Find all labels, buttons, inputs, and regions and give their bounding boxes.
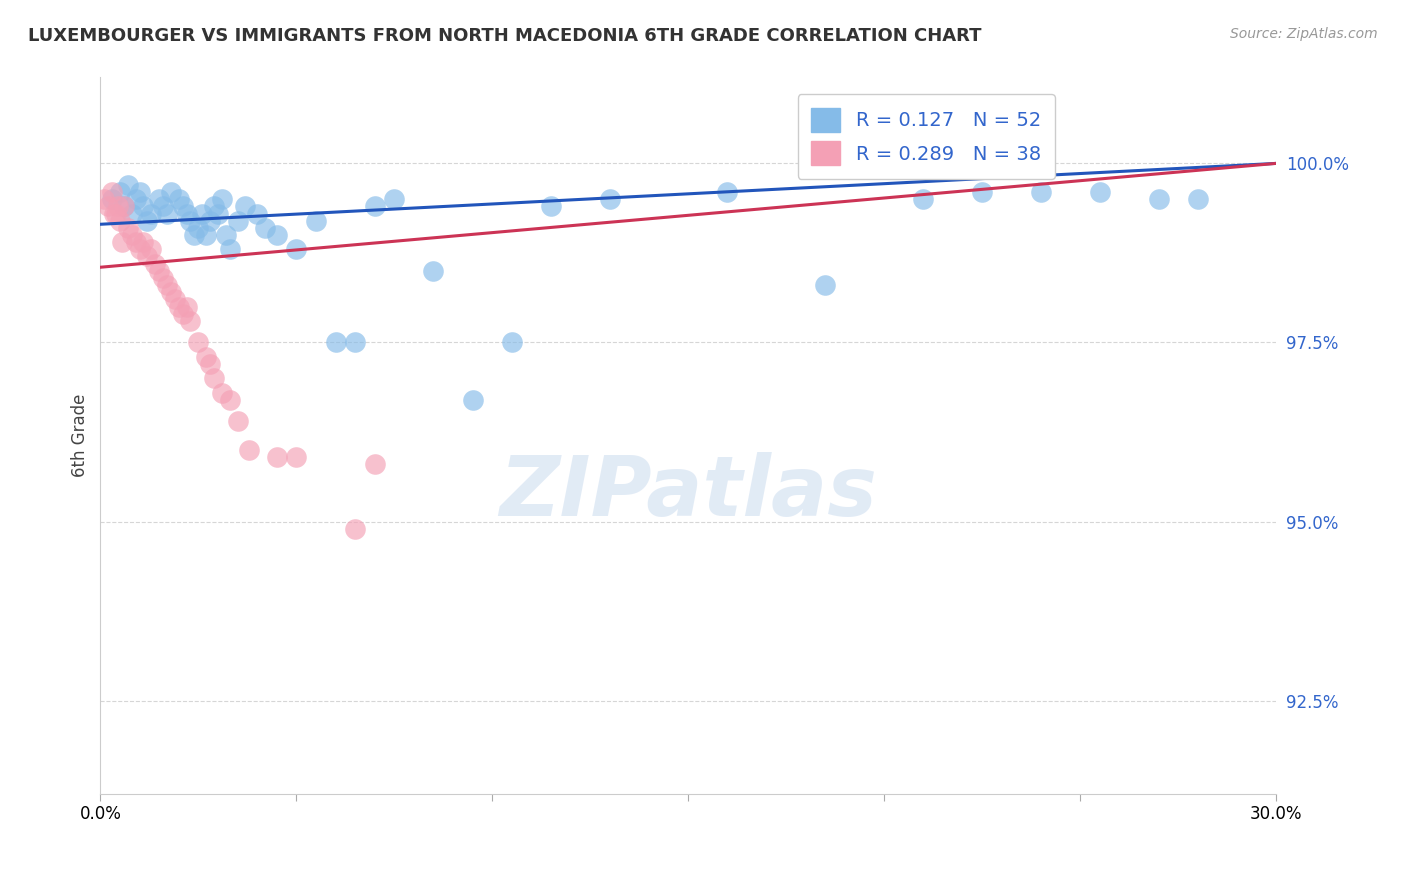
Point bbox=[128, 185, 150, 199]
Point bbox=[540, 199, 562, 213]
Point bbox=[128, 243, 150, 257]
Point bbox=[461, 392, 484, 407]
Point bbox=[112, 199, 135, 213]
Point bbox=[143, 257, 166, 271]
Point bbox=[202, 199, 225, 213]
Point bbox=[160, 285, 183, 300]
Point bbox=[599, 192, 621, 206]
Point bbox=[117, 178, 139, 192]
Point bbox=[382, 192, 405, 206]
Point bbox=[148, 192, 170, 206]
Point bbox=[198, 213, 221, 227]
Point bbox=[107, 199, 129, 213]
Point bbox=[253, 220, 276, 235]
Point bbox=[187, 335, 209, 350]
Point bbox=[716, 185, 738, 199]
Point bbox=[211, 192, 233, 206]
Point bbox=[93, 192, 115, 206]
Point bbox=[111, 235, 134, 249]
Point bbox=[121, 227, 143, 242]
Point bbox=[363, 457, 385, 471]
Point bbox=[972, 185, 994, 199]
Point bbox=[176, 300, 198, 314]
Point bbox=[285, 450, 308, 464]
Point bbox=[108, 213, 131, 227]
Point bbox=[105, 206, 128, 220]
Point bbox=[1029, 185, 1052, 199]
Point bbox=[117, 220, 139, 235]
Point bbox=[195, 227, 218, 242]
Point bbox=[121, 206, 143, 220]
Point bbox=[191, 206, 214, 220]
Point bbox=[211, 385, 233, 400]
Point bbox=[344, 522, 367, 536]
Point bbox=[108, 185, 131, 199]
Point bbox=[325, 335, 347, 350]
Point bbox=[124, 192, 146, 206]
Point bbox=[132, 235, 155, 249]
Point bbox=[141, 206, 163, 220]
Text: LUXEMBOURGER VS IMMIGRANTS FROM NORTH MACEDONIA 6TH GRADE CORRELATION CHART: LUXEMBOURGER VS IMMIGRANTS FROM NORTH MA… bbox=[28, 27, 981, 45]
Point bbox=[218, 392, 240, 407]
Point bbox=[1147, 192, 1170, 206]
Point bbox=[202, 371, 225, 385]
Point bbox=[141, 243, 163, 257]
Point bbox=[912, 192, 935, 206]
Point bbox=[183, 227, 205, 242]
Point bbox=[198, 357, 221, 371]
Point bbox=[132, 199, 155, 213]
Point bbox=[101, 185, 124, 199]
Point bbox=[305, 213, 328, 227]
Point bbox=[1187, 192, 1209, 206]
Point bbox=[136, 250, 159, 264]
Point bbox=[176, 206, 198, 220]
Point bbox=[235, 199, 257, 213]
Point bbox=[187, 220, 209, 235]
Point bbox=[172, 199, 194, 213]
Point bbox=[152, 199, 174, 213]
Point bbox=[226, 414, 249, 428]
Point bbox=[814, 278, 837, 293]
Point bbox=[501, 335, 523, 350]
Point bbox=[266, 227, 288, 242]
Point bbox=[179, 213, 201, 227]
Point bbox=[167, 192, 190, 206]
Point bbox=[97, 199, 120, 213]
Point bbox=[148, 264, 170, 278]
Point bbox=[179, 314, 201, 328]
Point bbox=[246, 206, 269, 220]
Point bbox=[103, 206, 125, 220]
Point bbox=[101, 192, 124, 206]
Point bbox=[363, 199, 385, 213]
Legend: R = 0.127   N = 52, R = 0.289   N = 38: R = 0.127 N = 52, R = 0.289 N = 38 bbox=[797, 95, 1054, 178]
Y-axis label: 6th Grade: 6th Grade bbox=[72, 394, 89, 477]
Point bbox=[112, 199, 135, 213]
Point bbox=[218, 243, 240, 257]
Point bbox=[207, 206, 229, 220]
Point bbox=[195, 350, 218, 364]
Point bbox=[285, 243, 308, 257]
Point bbox=[422, 264, 444, 278]
Point bbox=[163, 293, 186, 307]
Point bbox=[152, 271, 174, 285]
Text: Source: ZipAtlas.com: Source: ZipAtlas.com bbox=[1230, 27, 1378, 41]
Point bbox=[124, 235, 146, 249]
Point bbox=[344, 335, 367, 350]
Point bbox=[156, 278, 179, 293]
Point bbox=[136, 213, 159, 227]
Point bbox=[215, 227, 238, 242]
Point bbox=[160, 185, 183, 199]
Text: ZIPatlas: ZIPatlas bbox=[499, 452, 877, 533]
Point bbox=[156, 206, 179, 220]
Point bbox=[1088, 185, 1111, 199]
Point bbox=[266, 450, 288, 464]
Point bbox=[167, 300, 190, 314]
Point bbox=[172, 307, 194, 321]
Point bbox=[238, 442, 260, 457]
Point bbox=[226, 213, 249, 227]
